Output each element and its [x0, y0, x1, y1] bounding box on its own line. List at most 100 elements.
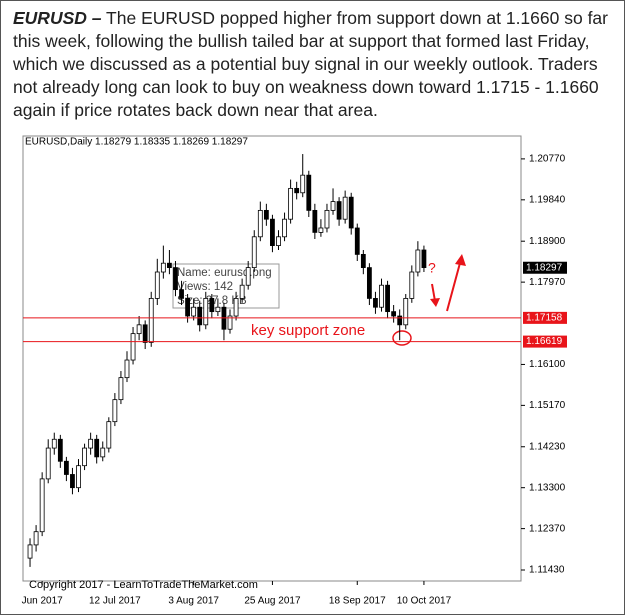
- body-text: The EURUSD popped higher from support do…: [13, 8, 608, 120]
- candle-body: [124, 359, 130, 379]
- y-tick-label: 1.12370: [529, 523, 566, 534]
- candle-body: [342, 196, 348, 220]
- zone-label: key support zone: [251, 322, 365, 339]
- candle-body: [70, 474, 75, 489]
- candle-body: [391, 311, 397, 317]
- candle-body: [324, 209, 330, 229]
- candle-body: [106, 421, 112, 449]
- candle-body: [142, 324, 148, 343]
- candle-body: [306, 174, 312, 211]
- candle-body: [191, 306, 197, 317]
- candle-body: [330, 201, 336, 211]
- candle-body: [118, 377, 124, 401]
- candle-body: [76, 465, 81, 489]
- candle-body: [403, 298, 409, 326]
- candle-body: [197, 306, 203, 326]
- arrow-head: [430, 298, 440, 307]
- y-tick-label: 1.15170: [529, 400, 566, 411]
- tooltip: Name: eurusd.png Views: 142 Size: 27.8 K…: [172, 263, 280, 309]
- price-box: [523, 335, 567, 348]
- question-mark: ?: [428, 260, 436, 276]
- candle-body: [39, 478, 45, 533]
- candle-body: [215, 306, 221, 313]
- candle-body: [373, 298, 378, 308]
- candle-body: [348, 196, 354, 229]
- candle-body: [179, 289, 184, 299]
- x-tick-label: Jun 2017: [22, 596, 64, 607]
- candle-body: [276, 236, 281, 246]
- candle-body: [366, 267, 372, 299]
- candle-body: [167, 262, 172, 269]
- candle-body: [209, 298, 215, 313]
- candle-body: [300, 174, 306, 194]
- candle-body: [282, 218, 287, 238]
- candle-body: [409, 271, 415, 299]
- commentary: EURUSD – The EURUSD popped higher from s…: [13, 7, 613, 122]
- candle-body: [33, 531, 39, 546]
- candle-body: [336, 201, 342, 220]
- candle-body: [415, 249, 421, 273]
- plot-frame: [22, 135, 522, 582]
- candle-body: [288, 187, 294, 220]
- candle-body: [397, 315, 403, 326]
- y-tick-label: 1.17970: [529, 277, 566, 288]
- candle-body: [239, 284, 245, 299]
- y-tick-label: 1.11430: [529, 565, 565, 576]
- candle-body: [94, 438, 100, 458]
- candle-body: [251, 236, 257, 269]
- candle-body: [360, 254, 366, 269]
- candle-body: [27, 544, 33, 559]
- y-tick-label: 1.14230: [529, 441, 566, 452]
- candle-body: [227, 315, 233, 330]
- candle-body: [173, 267, 178, 291]
- candle-body: [257, 209, 263, 238]
- support-label: 1.16619: [526, 336, 563, 347]
- price-box: [523, 261, 567, 274]
- candle-body: [318, 227, 324, 233]
- candle-body: [63, 460, 69, 475]
- candle-body: [154, 271, 160, 299]
- heading: EURUSD –: [13, 8, 102, 28]
- y-tick-label: 1.16100: [529, 359, 566, 370]
- tooltip-line: Views: 142: [177, 281, 233, 293]
- candle-body: [233, 298, 239, 317]
- candle-body: [88, 438, 94, 449]
- candle-body: [385, 284, 390, 313]
- candle-body: [130, 333, 136, 361]
- candle-body: [421, 249, 427, 269]
- x-tick-label: 12 Jul 2017: [89, 596, 141, 607]
- candle-body: [148, 298, 154, 343]
- candle-body: [136, 324, 142, 335]
- candle-body: [45, 447, 51, 480]
- candle-body: [379, 284, 384, 308]
- candle-body: [160, 262, 166, 273]
- candle-body: [294, 187, 300, 194]
- candle-body: [112, 399, 118, 423]
- candle-body: [203, 298, 209, 326]
- candle-body: [270, 218, 275, 246]
- x-tick-label: 18 Sep 2017: [329, 596, 386, 607]
- support-label: 1.17158: [526, 313, 563, 324]
- y-tick-label: 1.18900: [529, 236, 566, 247]
- last-price-label: 1.18297: [526, 262, 563, 273]
- x-tick-label: 3 Aug 2017: [168, 596, 219, 607]
- copyright: Copyright 2017 - LearnToTradeTheMarket.c…: [29, 579, 258, 591]
- y-tick-label: 1.20770: [529, 154, 566, 165]
- arrow-head: [455, 254, 466, 266]
- candle-body: [312, 209, 318, 233]
- highlight-circle: [392, 330, 412, 346]
- arrow-down: [431, 283, 436, 302]
- price-box: [523, 311, 567, 324]
- x-tick-label: 10 Oct 2017: [397, 596, 452, 607]
- tooltip-line: Name: eurusd.png: [177, 267, 272, 279]
- y-tick-label: 1.19840: [529, 194, 566, 205]
- candle-body: [354, 227, 360, 255]
- candle-body: [185, 298, 190, 317]
- arrow-up: [446, 262, 461, 312]
- chart-info: EURUSD,Daily 1.18279 1.18335 1.18269 1.1…: [25, 137, 248, 148]
- candle-body: [82, 447, 87, 467]
- candle-body: [57, 438, 63, 462]
- candle-body: [245, 267, 251, 286]
